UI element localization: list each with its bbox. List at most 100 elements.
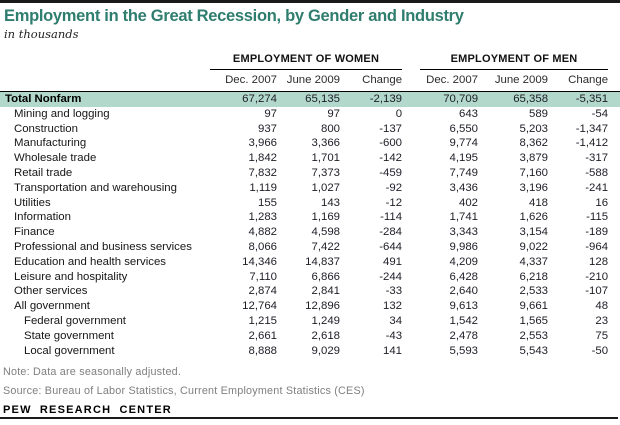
cell-men-june2009: 3,879 — [519, 152, 549, 165]
cell-women-dec2007: 4,882 — [248, 226, 277, 239]
cell-women-dec2007: 14,346 — [242, 255, 277, 268]
row-label: Education and health services — [14, 255, 166, 268]
cell-pad — [608, 255, 620, 270]
cell-men-dec2007: 9,613 — [449, 300, 479, 313]
cell-women-june2009: 14,837 — [305, 255, 340, 268]
table-row: Education and health services 14,346 14,83… — [0, 255, 620, 270]
cell-gap — [402, 181, 420, 196]
cell-women-june2009: 12,896 — [305, 300, 340, 313]
cell-men-dec2007: 4,209 — [449, 255, 479, 268]
cell-pad — [608, 240, 620, 255]
cell-women-dec2007: 155 — [257, 196, 277, 209]
cell-women-dec2007: 8,888 — [248, 344, 277, 357]
cell-pad — [608, 314, 620, 329]
cell-men-dec2007: 9,774 — [449, 137, 479, 150]
cell-women-june2009: 9,029 — [311, 344, 340, 357]
table-row: Transportation and warehousing 1,119 1,027… — [0, 181, 620, 196]
row-label: Leisure and hospitality — [14, 270, 128, 283]
cell-pad — [608, 196, 620, 211]
cell-women-dec2007: 67,274 — [210, 90, 277, 107]
table-body: Total Nonfarm 67,274 65,135 -2,139 70,709 65,… — [0, 90, 620, 359]
row-label: Finance — [14, 226, 55, 239]
cell-men-dec2007: 7,749 — [449, 167, 479, 180]
row-label: Retail trade — [14, 167, 73, 180]
cell-men-change: 23 — [595, 315, 609, 328]
cell-women-june2009: 7,373 — [311, 167, 340, 180]
table-row: Federal government 1,215 1,249 34 1,542 1,565… — [0, 314, 620, 329]
table-row: Professional and business services 8,066 7… — [0, 240, 620, 255]
cell-women-dec2007: 3,966 — [248, 137, 277, 150]
cell-women-june2009: 97 — [327, 107, 340, 120]
cell-women-june2009: 1,249 — [311, 315, 340, 328]
cell-women-change: -459 — [379, 167, 403, 180]
footer: Note: Data are seasonally adjusted. Sour… — [0, 366, 620, 416]
cell-men-change: -317 — [585, 152, 609, 165]
source-text: Source: Bureau of Labor Statistics, Curr… — [3, 384, 365, 397]
table-row: Wholesale trade 1,842 1,701 -142 4,195 3,879 -… — [0, 151, 620, 166]
cell-pad — [608, 107, 620, 122]
cell-pad — [608, 225, 620, 240]
cell-women-change: -43 — [385, 329, 403, 342]
cell-men-change: -50 — [591, 344, 609, 357]
column-header-women-dec2007: Dec. 2007 — [225, 74, 277, 86]
cell-women-dec2007: 7,832 — [248, 167, 277, 180]
cell-women-june2009: 1,027 — [311, 181, 340, 194]
cell-men-june2009: 589 — [529, 107, 549, 120]
row-label: Transportation and warehousing — [14, 181, 177, 194]
table-row: Leisure and hospitality 7,110 6,866 -244 6,4… — [0, 270, 620, 285]
cell-gap — [402, 285, 420, 300]
column-header-pad — [608, 69, 620, 91]
row-label: Information — [14, 211, 71, 224]
cell-women-change: 0 — [395, 107, 403, 120]
cell-women-dec2007: 2,661 — [248, 329, 277, 342]
cell-gap — [402, 151, 420, 166]
cell-women-june2009: 2,841 — [311, 285, 340, 298]
row-label: All government — [14, 300, 90, 313]
cell-pad — [608, 90, 620, 107]
cell-men-dec2007: 5,593 — [449, 344, 479, 357]
cell-men-change: -115 — [586, 211, 609, 224]
cell-women-change: -142 — [379, 152, 403, 165]
cell-women-change: 34 — [389, 315, 403, 328]
table-row: Construction 937 800 -137 6,550 5,203 -1,347 — [0, 122, 620, 137]
cell-women-change: -244 — [379, 270, 403, 283]
units-subtitle: in thousands — [4, 27, 79, 41]
cell-women-change: -644 — [379, 241, 403, 254]
cell-men-dec2007: 1,741 — [449, 211, 479, 224]
cell-men-dec2007: 2,478 — [449, 329, 479, 342]
column-header-women-june2009: June 2009 — [286, 74, 340, 86]
row-label: Federal government — [24, 315, 126, 328]
cell-women-june2009: 7,422 — [311, 241, 340, 254]
cell-women-change: -33 — [385, 285, 403, 298]
cell-women-june2009: 800 — [320, 122, 340, 135]
group-header-men: EMPLOYMENT OF MEN — [420, 46, 609, 70]
cell-pad — [608, 299, 620, 314]
column-gap — [402, 69, 420, 91]
cell-women-change: -114 — [380, 211, 403, 224]
table-row: Finance 4,882 4,598 -284 3,343 3,154 -189 — [0, 225, 620, 240]
cell-men-change: -210 — [585, 270, 609, 283]
cell-women-june2009: 65,135 — [277, 90, 340, 107]
cell-women-change: -600 — [379, 137, 403, 150]
cell-women-change: -137 — [379, 122, 403, 135]
cell-men-dec2007: 2,640 — [449, 285, 479, 298]
page-title: Employment in the Great Recession, by Ge… — [4, 7, 464, 25]
total-row: Total Nonfarm 67,274 65,135 -2,139 70,709 65,… — [0, 90, 620, 107]
cell-gap — [402, 240, 420, 255]
column-header-men-change: Change — [568, 74, 609, 86]
table-row: Information 1,283 1,169 -114 1,741 1,626 -115 — [0, 211, 620, 226]
cell-gap — [402, 122, 420, 137]
cell-men-dec2007: 402 — [459, 196, 479, 209]
row-label: Total Nonfarm — [0, 90, 210, 107]
cell-women-dec2007: 937 — [257, 122, 277, 135]
cell-pad — [608, 151, 620, 166]
group-header-pad — [608, 46, 620, 69]
cell-men-june2009: 1,626 — [519, 211, 549, 224]
cell-pad — [608, 329, 620, 344]
cell-men-dec2007: 9,986 — [449, 241, 479, 254]
row-label: Mining and logging — [14, 107, 110, 120]
table-row: Utilities 155 143 -12 402 418 16 — [0, 196, 620, 211]
column-header-women-change: Change — [362, 74, 403, 86]
cell-pad — [608, 122, 620, 137]
